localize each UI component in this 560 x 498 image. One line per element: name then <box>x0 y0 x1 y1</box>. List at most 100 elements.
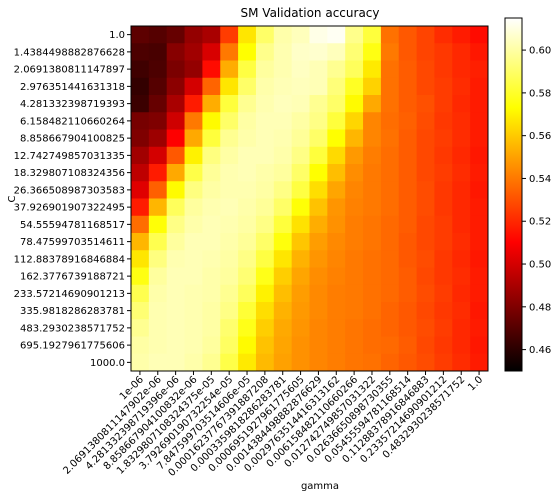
heatmap-cell <box>148 164 168 182</box>
heatmap-cell <box>398 319 418 337</box>
heatmap-cell <box>452 336 471 355</box>
heatmap-cell <box>238 302 257 320</box>
heatmap-cell <box>238 215 257 234</box>
heatmap-cell <box>273 112 293 130</box>
heatmap-cell <box>202 43 221 61</box>
heatmap-cell <box>470 302 489 320</box>
heatmap-cell <box>184 26 203 44</box>
heatmap-cell <box>202 250 221 268</box>
heatmap-cell <box>255 198 275 217</box>
heatmap-cell <box>291 319 310 337</box>
heatmap-cell <box>166 181 186 199</box>
heatmap-cell <box>327 164 346 182</box>
heatmap-cell <box>166 77 186 96</box>
heatmap-cell <box>291 26 310 44</box>
heatmap-cell <box>363 353 382 372</box>
heatmap-cell <box>345 164 364 182</box>
heatmap-cell <box>291 233 310 251</box>
heatmap-cell <box>398 181 418 199</box>
heatmap-cell <box>166 164 186 182</box>
heatmap-cell <box>273 215 293 234</box>
heatmap-cell <box>131 95 150 113</box>
y-tick-label: 1000.0 <box>90 358 125 369</box>
heatmap-cell <box>470 146 489 165</box>
heatmap-cell <box>166 319 186 337</box>
heatmap-cell <box>291 353 310 372</box>
heatmap-cell <box>202 267 221 286</box>
heatmap-cell <box>273 250 293 268</box>
y-tick-label: 78.47599703514611 <box>20 237 125 248</box>
colorbar-tick-label: 0.60 <box>529 46 551 57</box>
colorbar-tick-label: 0.52 <box>529 217 551 228</box>
heatmap-cell <box>220 181 239 199</box>
heatmap-cell <box>184 181 203 199</box>
heatmap-cell <box>131 181 150 199</box>
y-tick-label: 18.329807108324356 <box>14 168 125 179</box>
heatmap-cell <box>309 181 328 199</box>
heatmap-cell <box>398 77 418 96</box>
heatmap-cell <box>131 146 150 165</box>
heatmap-cell <box>434 319 453 337</box>
heatmap-cell <box>184 60 203 79</box>
heatmap-cell <box>166 336 186 355</box>
heatmap-cell <box>148 60 168 79</box>
heatmap-cell <box>327 215 346 234</box>
heatmap-cell <box>470 95 489 113</box>
heatmap-cell <box>416 233 435 251</box>
heatmap-cell <box>273 267 293 286</box>
heatmap-cell <box>309 60 328 79</box>
heatmap-cell <box>416 319 435 337</box>
heatmap-cell <box>363 77 382 96</box>
heatmap-cell <box>380 95 400 113</box>
heatmap-cell <box>273 302 293 320</box>
heatmap-cell <box>255 319 275 337</box>
y-tick-label: 233.57214690901213 <box>14 289 125 300</box>
heatmap-cell <box>184 353 203 372</box>
heatmap-cell <box>166 284 186 303</box>
heatmap-cell <box>220 60 239 79</box>
heatmap-cell <box>363 60 382 79</box>
heatmap-cell <box>309 164 328 182</box>
heatmap-cell <box>416 181 435 199</box>
heatmap-cell <box>434 129 453 148</box>
heatmap-cell <box>184 319 203 337</box>
heatmap-cell <box>398 215 418 234</box>
heatmap-cell <box>434 336 453 355</box>
heatmap-cell <box>380 233 400 251</box>
heatmap-cell <box>255 181 275 199</box>
heatmap-cell <box>273 336 293 355</box>
heatmap-cell <box>380 319 400 337</box>
heatmap-cell <box>184 198 203 217</box>
heatmap-cell <box>398 129 418 148</box>
heatmap-cell <box>345 181 364 199</box>
heatmap-cell <box>416 26 435 44</box>
heatmap-cell <box>148 112 168 130</box>
heatmap-cell <box>345 26 364 44</box>
heatmap-cell <box>398 353 418 372</box>
heatmap-cell <box>148 43 168 61</box>
heatmap-cell <box>291 112 310 130</box>
heatmap-cell <box>184 146 203 165</box>
heatmap-cell <box>202 181 221 199</box>
heatmap-cell <box>345 215 364 234</box>
heatmap-cell <box>452 181 471 199</box>
heatmap-cell <box>273 284 293 303</box>
heatmap-cell <box>327 181 346 199</box>
heatmap-cell <box>220 250 239 268</box>
heatmap-cell <box>327 95 346 113</box>
heatmap-cell <box>470 129 489 148</box>
heatmap-cell <box>238 319 257 337</box>
heatmap-cell <box>470 215 489 234</box>
heatmap-cell <box>291 60 310 79</box>
heatmap-cell <box>452 233 471 251</box>
heatmap-cell <box>327 267 346 286</box>
y-tick-label: 37.926901907322495 <box>14 203 125 214</box>
heatmap-cell <box>363 95 382 113</box>
heatmap-cell <box>238 164 257 182</box>
heatmap-cell <box>166 60 186 79</box>
heatmap-cell <box>452 215 471 234</box>
heatmap-cell <box>470 26 489 44</box>
colorbar-tick-label: 0.46 <box>529 345 551 356</box>
heatmap-cell <box>363 198 382 217</box>
heatmap-cell <box>380 112 400 130</box>
